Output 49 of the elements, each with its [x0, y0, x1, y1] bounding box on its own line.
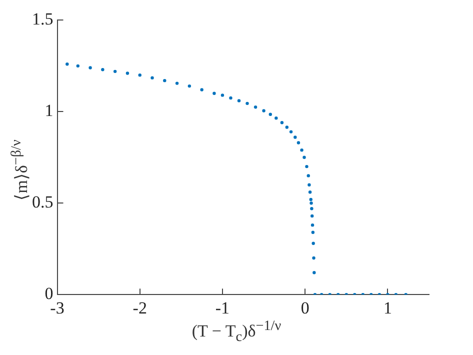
point — [76, 64, 80, 68]
point — [268, 112, 272, 116]
point — [296, 141, 300, 144]
y-tick-label: 1 — [44, 101, 54, 120]
point — [246, 102, 249, 106]
point — [308, 190, 312, 194]
point — [312, 271, 316, 274]
point — [101, 68, 104, 72]
x-tick-label: 0 — [300, 298, 310, 318]
point — [312, 242, 315, 245]
y-tick-label: 1.5 — [32, 10, 54, 29]
point — [88, 66, 92, 70]
point — [310, 223, 314, 227]
point — [138, 73, 142, 77]
point — [66, 62, 69, 66]
point — [113, 70, 117, 74]
point — [310, 214, 314, 218]
point — [280, 121, 284, 124]
point — [308, 183, 311, 186]
x-tick-label: -2 — [132, 298, 147, 318]
point — [126, 72, 130, 75]
point — [285, 126, 289, 129]
point — [229, 96, 232, 100]
point — [188, 84, 192, 88]
point — [306, 174, 310, 178]
point — [309, 198, 312, 202]
point — [163, 78, 166, 82]
point — [200, 88, 204, 92]
point — [212, 92, 216, 95]
x-tick-label: -1 — [215, 298, 230, 318]
point — [289, 130, 293, 134]
x-axis-title: (T − T$_{c}$)δ$^{−1/ν}$ — [190, 318, 282, 346]
point — [310, 207, 314, 210]
point — [302, 156, 306, 159]
point — [150, 76, 154, 80]
x-tick-label: 1 — [383, 298, 392, 318]
point — [311, 230, 315, 234]
point — [305, 164, 308, 168]
point — [310, 202, 313, 205]
point — [312, 256, 316, 260]
point — [300, 148, 304, 152]
point — [274, 116, 278, 120]
point — [294, 136, 297, 139]
y-tick-label: 0.5 — [32, 192, 54, 212]
point — [237, 99, 241, 102]
point — [254, 105, 258, 109]
point — [262, 109, 266, 112]
point — [175, 82, 179, 85]
point — [220, 94, 224, 97]
